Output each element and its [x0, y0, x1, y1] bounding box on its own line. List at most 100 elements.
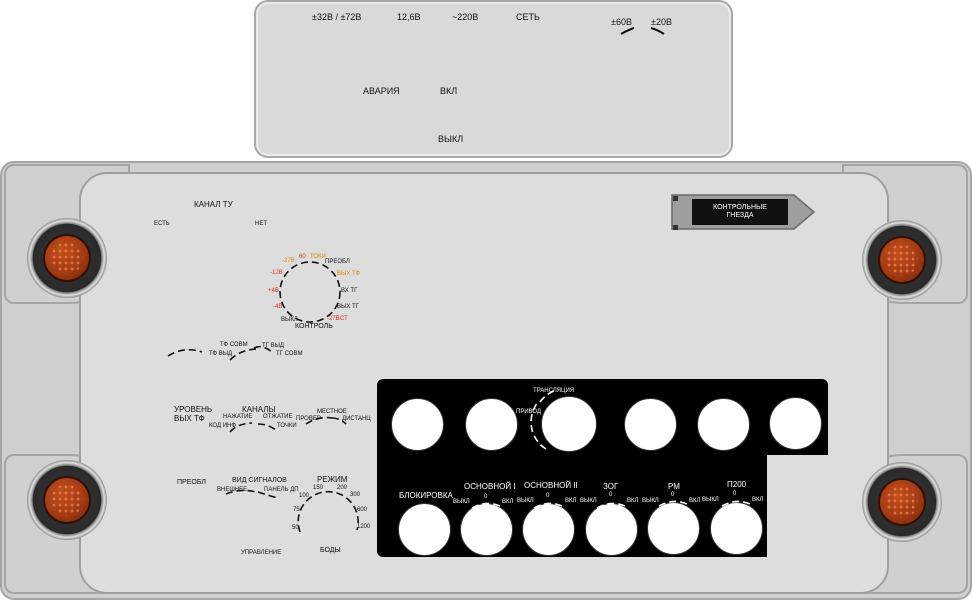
switch-on-label: ВКЛ: [502, 499, 514, 505]
top-knob-4[interactable]: [624, 398, 677, 451]
switch-off-label: ВЫКЛ: [642, 498, 659, 504]
translation-label: ТРАНСЛЯЦИЯ: [533, 388, 575, 394]
switch-title: ОСНОВНОЙ II: [524, 481, 578, 490]
blocking-knob[interactable]: [398, 503, 451, 556]
mode-title: РЕЖИМ: [317, 475, 348, 484]
switch-zero-label: 0: [546, 493, 550, 499]
switch-off-label: ВЫКЛ: [580, 498, 597, 504]
power-off-label: ВЫКЛ: [438, 134, 464, 144]
voltage-220-label: ~220В: [452, 12, 479, 22]
translation-knob[interactable]: [541, 396, 597, 452]
connector-top-right[interactable]: [862, 220, 942, 300]
tg-vyd-label: ТГ ВЫД: [262, 343, 284, 349]
tg-sovm-label: ТГ СОВМ: [276, 351, 303, 357]
baud-rate: 100: [299, 493, 310, 499]
control-label: УПРАВЛЕНИЕ: [241, 550, 282, 556]
switch-knob-main-2[interactable]: [522, 503, 575, 556]
panel-dp-label: ПАНЕЛЬ ДП: [264, 487, 299, 493]
dial-pos-label: -27В: [327, 316, 340, 322]
baud-rate: 300: [350, 492, 361, 498]
switch-off-label: ВЫКЛ: [702, 497, 719, 503]
switch-on-label: ВКЛ: [627, 498, 639, 504]
kod-inf-label: КОД ИНФ: [209, 423, 236, 429]
tf-sovm-label: ТФ СОВМ: [220, 342, 248, 348]
switch-zero-label: 0: [484, 494, 488, 500]
channel-tu-title: КАНАЛ ТУ: [194, 200, 233, 209]
switch-zero-label: 0: [733, 491, 737, 497]
dial-pos-label: -4В: [273, 304, 283, 310]
connector-bottom-right[interactable]: [862, 462, 942, 542]
voltage-60-label: ±60В: [611, 17, 632, 27]
baud-rate: 150: [313, 485, 324, 491]
top-knob-6[interactable]: [769, 397, 822, 450]
switch-knob-zog[interactable]: [585, 503, 638, 556]
baud-rate: 1200: [357, 524, 371, 530]
switch-knob-rm[interactable]: [647, 502, 700, 555]
level-title-2: ВЫХ ТФ: [174, 414, 205, 423]
connector-bottom-left[interactable]: [27, 460, 107, 540]
channel-tu-no: НЕТ: [255, 221, 267, 227]
dial-pos-label: +4В: [268, 288, 279, 294]
switch-zero-label: 0: [609, 492, 613, 498]
external-label: ВНЕШНЕЕ: [217, 487, 248, 493]
dial-pos-label: СТ: [340, 316, 348, 322]
top-knob-2[interactable]: [465, 398, 518, 451]
tag-screw-bottom: [673, 225, 678, 230]
dial-pos-label: ВЫХ ТФ: [337, 271, 361, 277]
remote-label: ДИСТАНЦ: [342, 416, 371, 422]
switch-off-label: ВЫКЛ: [517, 498, 534, 504]
dial-pos-label: ТОКИ: [310, 254, 326, 260]
switch-on-label: ВКЛ: [689, 498, 701, 504]
dial-pos-label: ВЫХ ТГ: [337, 304, 359, 310]
pressing-label: НАЖАТИЕ: [223, 414, 253, 420]
switch-knob-p200[interactable]: [710, 502, 763, 555]
switch-off-label: ВЫКЛ: [453, 499, 470, 505]
switch-panel-cutout: [767, 455, 834, 565]
dial-pos-label: -27В: [282, 258, 295, 264]
dial-pos-label: 60: [299, 254, 306, 260]
sockets-line-2: ГНЕЗДА: [726, 212, 754, 219]
check-label: ПРОВЕР: [296, 416, 321, 422]
baud-rate: 75: [293, 507, 300, 513]
level-title-1: УРОВЕНЬ: [174, 405, 213, 414]
channels-title: КАНАЛЫ: [242, 405, 276, 414]
release-label: ОТЖАТИЕ: [263, 414, 293, 420]
baud-label: БОДЫ: [320, 547, 341, 554]
switch-title: П200: [727, 480, 747, 489]
local-label: МЕСТНОЕ: [317, 409, 347, 415]
blocking-label: БЛОКИРОВКА: [399, 491, 453, 500]
tochki-label: ТОЧКИ: [277, 423, 297, 429]
switch-knob-main-1[interactable]: [460, 503, 513, 556]
switch-zero-label: 0: [671, 492, 675, 498]
switch-title: ОСНОВНОЙ I: [464, 482, 516, 491]
tf-vyd-label: ТФ ВЫД: [209, 351, 233, 357]
voltage-32-72-label: ±32В / ±72В: [312, 12, 362, 22]
baud-rate: 50: [292, 525, 299, 531]
preobl-label: ПРЕОБЛ: [177, 479, 207, 486]
dial-pos-label: -12В: [270, 270, 283, 276]
switch-title: РМ: [668, 482, 680, 491]
signals-title: ВИД СИГНАЛОВ: [232, 477, 287, 484]
switch-on-label: ВКЛ: [752, 497, 764, 503]
sockets-line-1: КОНТРОЛЬНЫЕ: [713, 204, 767, 212]
baud-rate: 600: [357, 507, 368, 513]
control-dial-title: КОНТРОЛЬ: [295, 323, 333, 330]
network-label: СЕТЬ: [516, 12, 540, 22]
alarm-label: АВАРИЯ: [363, 86, 400, 96]
dial-pos-label: ВХ ТГ: [341, 288, 358, 294]
switch-title: ЗОГ: [603, 482, 619, 491]
power-indicator-panel: [254, 0, 733, 158]
dial-pos-label: ПРЕОБЛ: [325, 259, 350, 265]
drive-label: ПРИВОД: [516, 409, 542, 415]
power-on-label: ВКЛ: [440, 86, 458, 96]
tag-screw-top: [673, 196, 678, 201]
channel-tu-yes: ЕСТЬ: [154, 221, 170, 227]
voltage-20-label: ±20В: [651, 17, 672, 27]
top-knob-1[interactable]: [391, 398, 444, 451]
control-sockets-label[interactable]: КОНТРОЛЬНЫЕ ГНЕЗДА: [692, 199, 788, 225]
connector-top-left[interactable]: [27, 218, 107, 298]
voltage-12-6-label: 12,6В: [397, 12, 421, 22]
baud-rate: 200: [337, 485, 348, 491]
top-knob-5[interactable]: [697, 398, 750, 451]
